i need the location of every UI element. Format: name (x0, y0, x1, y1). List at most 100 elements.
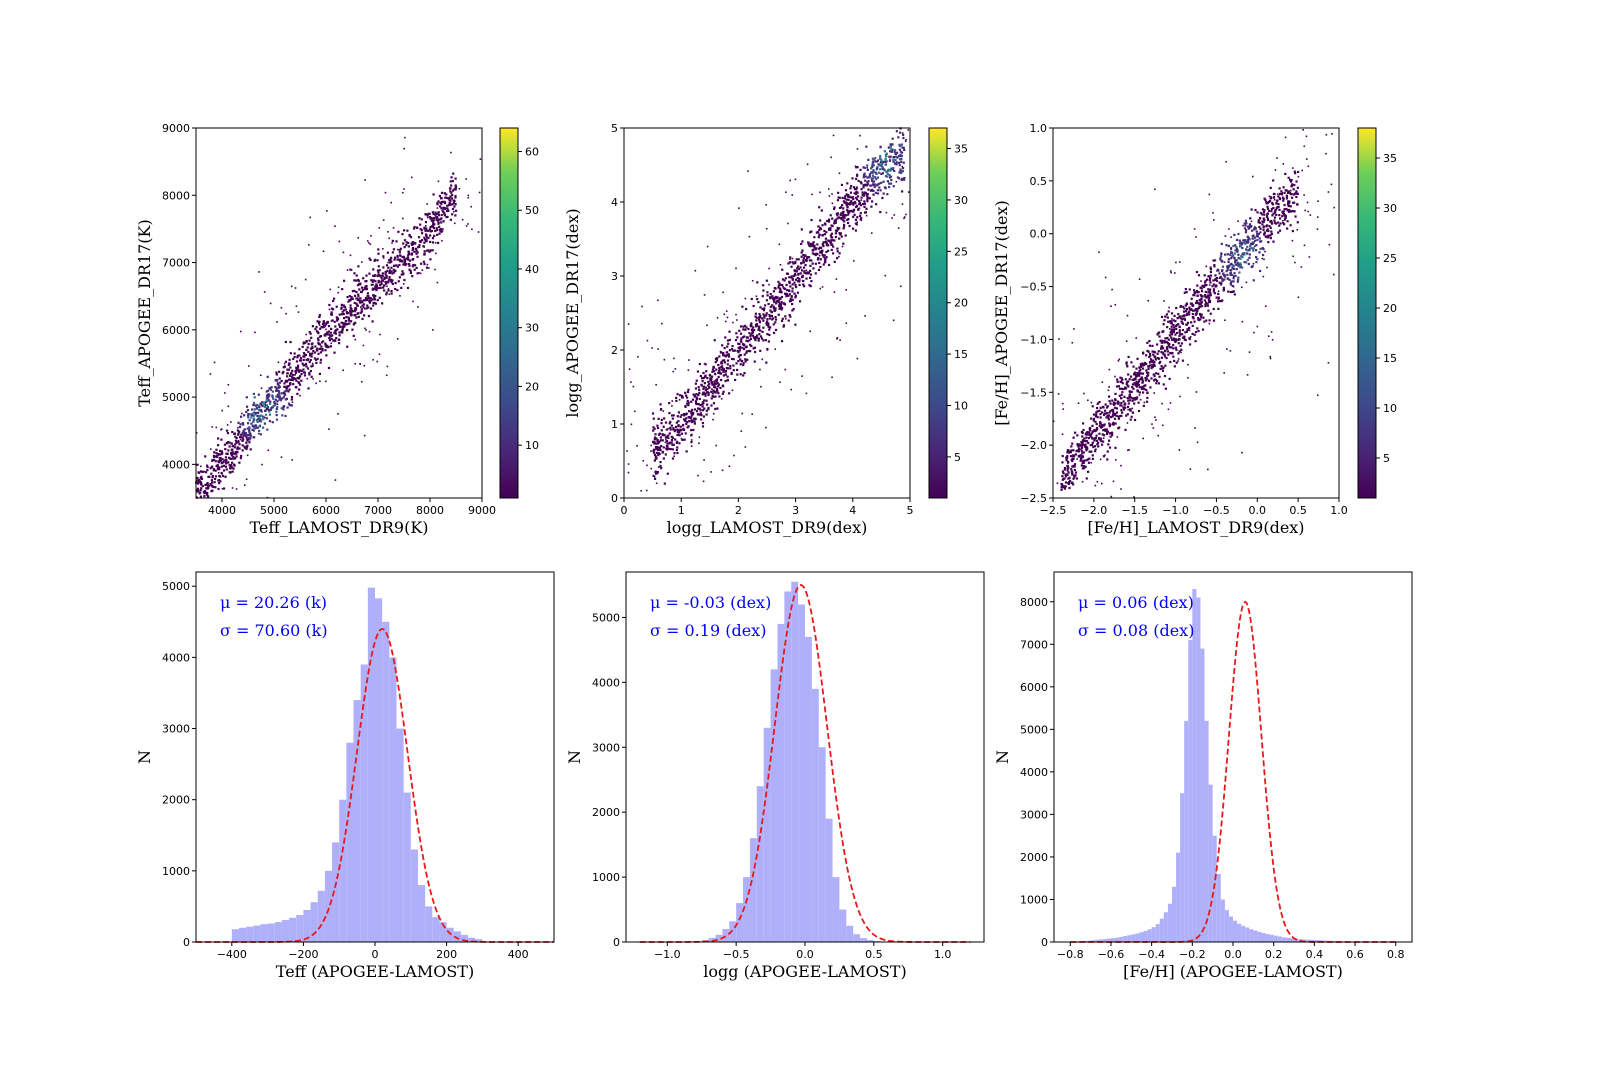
data-point (1162, 347, 1165, 350)
data-point (1141, 391, 1145, 394)
data-point (1128, 390, 1132, 393)
data-point (199, 477, 202, 480)
data-point (1266, 224, 1269, 227)
data-point (1185, 302, 1188, 305)
data-point (1160, 315, 1164, 319)
data-point (854, 218, 858, 221)
histogram-bar (246, 926, 254, 942)
data-point (315, 382, 317, 385)
data-point (418, 217, 421, 220)
data-point (1188, 308, 1191, 311)
data-point (1085, 447, 1088, 451)
data-point (388, 271, 391, 274)
data-point (1232, 275, 1235, 278)
data-point (1132, 373, 1136, 376)
data-point (676, 446, 679, 449)
data-point (1225, 244, 1228, 247)
data-point (265, 401, 267, 404)
data-point (1286, 203, 1290, 206)
data-point (1146, 374, 1150, 377)
data-point (1066, 469, 1069, 472)
data-point (458, 188, 461, 190)
data-point (1256, 258, 1259, 261)
data-point (387, 279, 390, 282)
data-point (723, 359, 726, 362)
data-point (840, 235, 843, 238)
data-point (1239, 262, 1242, 265)
data-point (705, 413, 708, 416)
data-point (1191, 309, 1195, 312)
data-point (246, 408, 250, 412)
data-point (764, 304, 767, 307)
data-point (1175, 331, 1179, 335)
data-point (1188, 306, 1191, 309)
data-point (449, 195, 452, 198)
data-point (1208, 322, 1211, 325)
data-point (1278, 217, 1282, 220)
data-point (290, 404, 293, 407)
data-point (461, 218, 464, 221)
data-point (254, 413, 257, 416)
data-point (780, 306, 784, 310)
data-point (454, 195, 457, 198)
data-point (398, 263, 401, 267)
data-point (791, 290, 794, 293)
data-point (781, 278, 785, 281)
data-point (290, 285, 293, 288)
data-point (353, 272, 356, 275)
data-point (388, 259, 391, 262)
data-point (260, 409, 263, 411)
data-point (1149, 354, 1152, 357)
data-point (224, 465, 228, 468)
data-point (1291, 183, 1294, 186)
data-point (338, 338, 341, 341)
data-point (1246, 238, 1249, 241)
colorbar-tick-label: 10 (954, 400, 968, 413)
data-point (1282, 223, 1286, 226)
data-point (291, 459, 293, 461)
data-point (1149, 358, 1153, 361)
data-point (696, 413, 699, 416)
data-point (1254, 249, 1258, 252)
data-point (1204, 279, 1207, 283)
data-point (388, 269, 392, 272)
data-point (354, 308, 357, 312)
data-point (765, 299, 769, 302)
feh-hist-gaussian-fit (1070, 600, 1396, 943)
data-point (1098, 424, 1101, 428)
data-point (257, 404, 261, 408)
data-point (282, 405, 285, 409)
data-point (1286, 191, 1290, 194)
data-point (1171, 318, 1173, 320)
data-point (454, 203, 457, 206)
data-point (1134, 377, 1137, 380)
data-point (868, 197, 871, 200)
data-point (784, 315, 787, 318)
data-point (817, 256, 820, 260)
data-point (679, 394, 682, 397)
data-point (1127, 355, 1130, 359)
data-point (235, 488, 238, 490)
data-point (227, 383, 230, 386)
data-point (1213, 292, 1216, 295)
data-point (350, 307, 353, 311)
data-point (1263, 219, 1266, 222)
data-point (388, 293, 391, 296)
data-point (666, 447, 669, 450)
data-point (289, 352, 292, 355)
data-point (1165, 356, 1168, 360)
data-point (295, 386, 298, 389)
data-point (676, 393, 679, 396)
data-point (1285, 208, 1288, 211)
data-point (658, 448, 661, 451)
data-point (1236, 280, 1239, 283)
data-point (416, 255, 419, 258)
data-point (280, 306, 283, 309)
data-point (1145, 354, 1148, 357)
teff-hist-sigma-label: σ = 70.60 (k) (220, 621, 328, 640)
data-point (222, 469, 226, 472)
data-point (646, 339, 649, 342)
data-point (1169, 321, 1172, 324)
data-point (1095, 434, 1098, 437)
data-point (817, 268, 821, 272)
